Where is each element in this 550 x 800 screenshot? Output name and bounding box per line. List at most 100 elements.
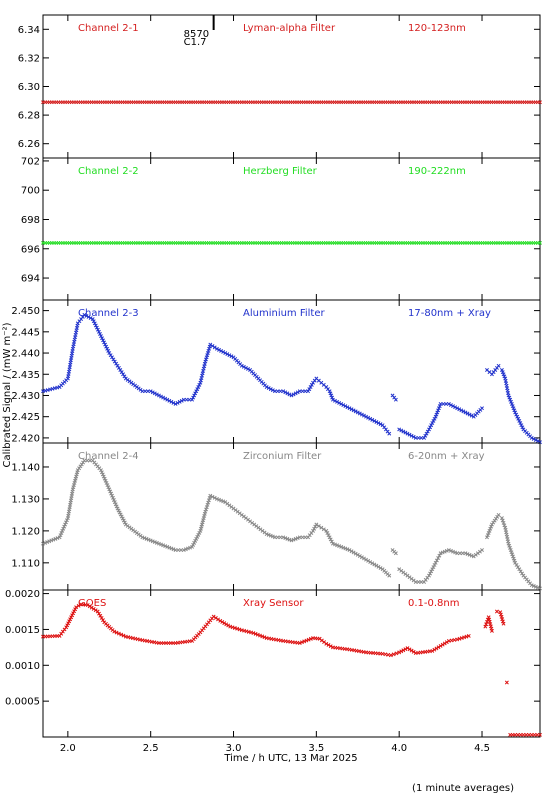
data-point <box>181 548 186 553</box>
data-point <box>114 504 119 509</box>
panel-filter-label: Herzberg Filter <box>243 166 318 177</box>
data-point <box>514 412 519 417</box>
data-point <box>220 620 225 624</box>
data-point <box>500 518 505 523</box>
x-tick-label: 2.0 <box>60 743 76 754</box>
data-point <box>353 551 358 556</box>
data-point <box>262 635 267 640</box>
data-point <box>105 483 110 488</box>
panel-frame-p2 <box>42 157 541 301</box>
data-point <box>327 535 332 540</box>
y-tick-label: 6.32 <box>18 53 40 64</box>
data-point <box>374 563 379 568</box>
data-point <box>438 643 443 648</box>
data-point <box>212 495 217 500</box>
data-point <box>506 541 511 546</box>
data-point <box>112 629 117 634</box>
data-point <box>339 402 344 406</box>
data-point <box>501 372 506 377</box>
data-point <box>513 560 518 565</box>
data-point <box>442 549 447 554</box>
data-point <box>316 524 321 529</box>
data-point <box>96 329 101 334</box>
data-point <box>507 543 512 548</box>
data-point <box>326 533 331 538</box>
data-point <box>108 489 113 494</box>
data-point <box>219 348 224 353</box>
data-point <box>251 631 256 635</box>
data-point <box>144 536 149 541</box>
data-point <box>51 537 56 542</box>
data-point <box>76 603 81 608</box>
data-point <box>372 562 377 567</box>
data-point <box>485 533 490 538</box>
y-tick-label: 1.140 <box>11 462 40 473</box>
data-point <box>357 411 362 416</box>
data-point <box>463 410 468 415</box>
data-point <box>107 351 112 355</box>
data-point <box>364 414 369 419</box>
panel-frame-p5 <box>42 589 541 738</box>
data-point <box>194 389 199 394</box>
data-point <box>225 352 230 357</box>
data-point <box>407 647 412 652</box>
data-point <box>161 543 166 548</box>
x-tick-label: 4.5 <box>474 743 490 754</box>
data-point <box>281 535 286 540</box>
data-point <box>165 397 170 402</box>
data-point <box>183 547 188 552</box>
data-point <box>465 411 470 416</box>
data-point <box>208 493 213 498</box>
data-point <box>194 536 199 541</box>
data-point <box>97 331 102 336</box>
data-point <box>104 480 109 485</box>
data-point <box>57 535 62 540</box>
data-point <box>397 427 402 432</box>
data-point <box>106 348 111 353</box>
data-point <box>366 558 371 563</box>
y-tick-label: 0.0020 <box>5 589 40 600</box>
data-point <box>190 397 195 402</box>
data-point <box>196 385 201 389</box>
data-point <box>150 390 155 395</box>
data-point <box>517 567 522 572</box>
data-point <box>409 433 414 438</box>
data-point <box>330 541 335 546</box>
data-point <box>513 410 518 415</box>
y-tick-label: 6.34 <box>18 25 40 36</box>
data-point <box>531 437 536 441</box>
data-point <box>266 532 271 537</box>
data-point <box>122 520 127 525</box>
data-point <box>407 432 412 437</box>
panel-filter-label: Xray Sensor <box>243 598 304 609</box>
data-point <box>227 353 232 358</box>
data-point <box>453 550 458 555</box>
data-point <box>302 639 307 644</box>
data-point <box>68 617 73 622</box>
data-point <box>393 551 398 556</box>
data-point <box>121 372 126 377</box>
data-point <box>480 548 484 553</box>
data-point <box>372 418 377 423</box>
data-point <box>328 391 333 396</box>
data-point <box>444 548 449 553</box>
data-point <box>343 546 348 551</box>
x-tick-label: 4.0 <box>391 743 407 754</box>
data-point <box>210 344 215 348</box>
data-point <box>213 616 218 620</box>
data-point <box>488 526 493 531</box>
data-point <box>535 439 540 444</box>
data-point <box>177 399 182 404</box>
data-point <box>509 402 514 406</box>
data-point <box>387 431 392 436</box>
data-point <box>103 342 108 347</box>
data-point <box>313 524 318 529</box>
data-point <box>457 407 462 412</box>
data-point <box>72 609 77 614</box>
data-point <box>446 638 451 643</box>
data-point <box>449 403 453 407</box>
data-point <box>110 355 114 360</box>
data-point <box>386 652 391 657</box>
data-point <box>118 368 123 372</box>
data-point <box>58 533 63 538</box>
